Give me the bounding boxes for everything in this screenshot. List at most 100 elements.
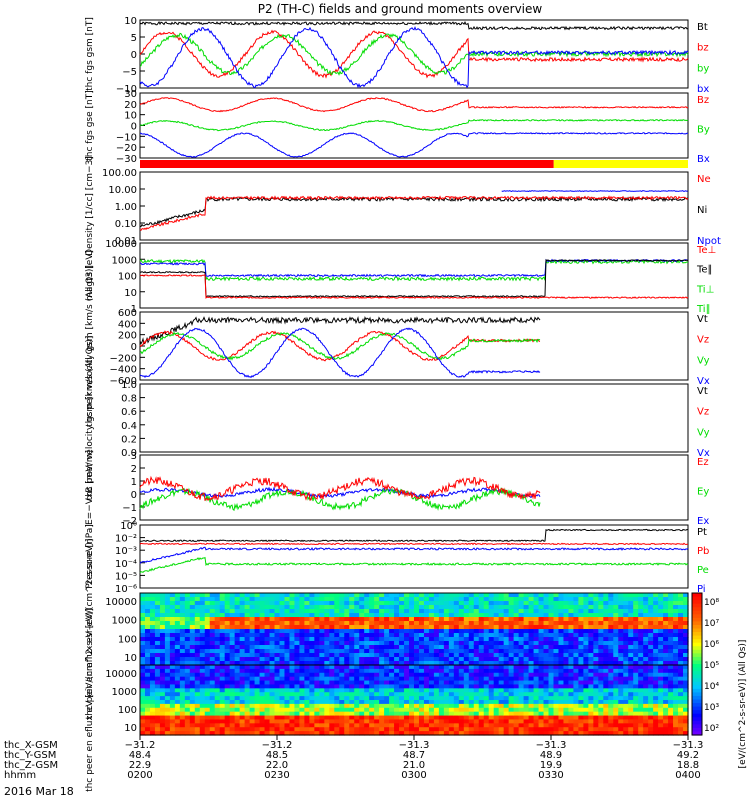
spec-cell [443,696,450,701]
spec-cell [578,688,584,693]
spec-cell [498,645,505,650]
spec-cell [448,668,455,674]
spec-cell [184,629,191,634]
spec-cell [658,715,664,721]
density-ytick-label: 0.01 [115,236,137,247]
spec-cell [503,641,510,646]
spec-cell [593,653,599,658]
spec-cell [339,617,345,622]
spec-cell [478,645,485,650]
spec-cell [588,625,594,630]
spec-cell [140,676,146,682]
spec-cell [154,621,161,626]
spec-cell [678,676,684,682]
spec-cell [588,613,594,618]
spec-cell [468,668,475,674]
spec-cell [593,665,599,670]
spec-cell [324,707,330,713]
spec-cell [628,609,634,614]
spec-cell [319,676,325,682]
spec-cell [264,597,271,602]
spec-cell [354,684,360,689]
spec-cell [483,649,490,654]
spec-cell [628,625,634,630]
spec-cell [648,661,654,666]
spec-cell [533,711,540,717]
spec-cell [613,597,619,602]
spec-cell [503,629,510,634]
spec-cell [518,657,525,662]
spec-cell [309,715,315,721]
spec-cell [329,688,335,693]
spec-cell [608,601,614,606]
spec-cell [184,696,191,701]
spec-cell [244,684,251,689]
spec-cell [349,731,355,736]
spec-cell [573,625,579,630]
spec-cell [473,703,480,709]
spec-cell [374,609,380,614]
efield-ytick-label: 1 [131,477,137,488]
spec-cell [593,696,599,701]
spec-cell [269,731,276,736]
spec-cell [608,715,614,721]
spec-cell [663,637,669,642]
spec-cell [364,680,370,686]
fgs_gsm-legend-3: bx [697,84,709,95]
spec-cell [573,601,579,606]
spec-cell [194,707,201,713]
spec-cell [658,731,664,736]
spec-cell [553,653,560,658]
spec-cell [508,597,515,602]
spec-cell [598,629,604,634]
spec-cell [518,605,525,610]
spec-cell [493,657,500,662]
spec-cell [214,696,221,701]
spec-cell [159,645,166,650]
spec-cell [473,707,480,713]
spec-cell [159,601,166,606]
spec-cell [438,609,445,614]
spec-cell [468,621,475,626]
spec-cell [204,688,211,693]
spec-cell [468,645,475,650]
spec-cell [483,672,490,678]
spec-cell [618,711,624,717]
spec-cell [249,672,256,678]
spec-cell [533,676,540,682]
spec-cell [184,727,191,732]
spec-cell [279,723,286,728]
spec-cell [533,680,540,686]
spec-cell [149,657,156,662]
spec-cell [563,653,570,658]
spec-cell [319,641,325,646]
spec-cell [418,593,425,598]
spec-cell [463,665,470,670]
spec-cell [528,625,535,630]
spec-cell [364,657,370,662]
spec-cell [140,672,146,678]
spec-cell [523,653,530,658]
time-axis-tick-label: 0400 [675,770,700,781]
spec-cell [523,676,530,682]
spec-cell [144,676,151,682]
spec-cell [374,601,380,606]
colorbar-cell [692,724,702,729]
spec-cell [154,719,161,724]
spec-cell [428,680,435,686]
spec-cell [523,672,530,678]
spec-cell [673,641,679,646]
spec-cell [374,731,380,736]
spec-cell [573,711,579,717]
spec-cell [319,637,325,642]
spec-cell [563,692,570,697]
spec-cell [144,605,151,610]
spec-cell [229,668,236,674]
spec-cell [518,703,525,709]
peer_velocity-ytick-label: 0.0 [121,448,137,459]
spec-cell [179,680,186,686]
spec-cell [334,613,340,618]
spec-cell [503,715,510,721]
spec-cell [404,653,410,658]
spec-cell [259,665,266,670]
